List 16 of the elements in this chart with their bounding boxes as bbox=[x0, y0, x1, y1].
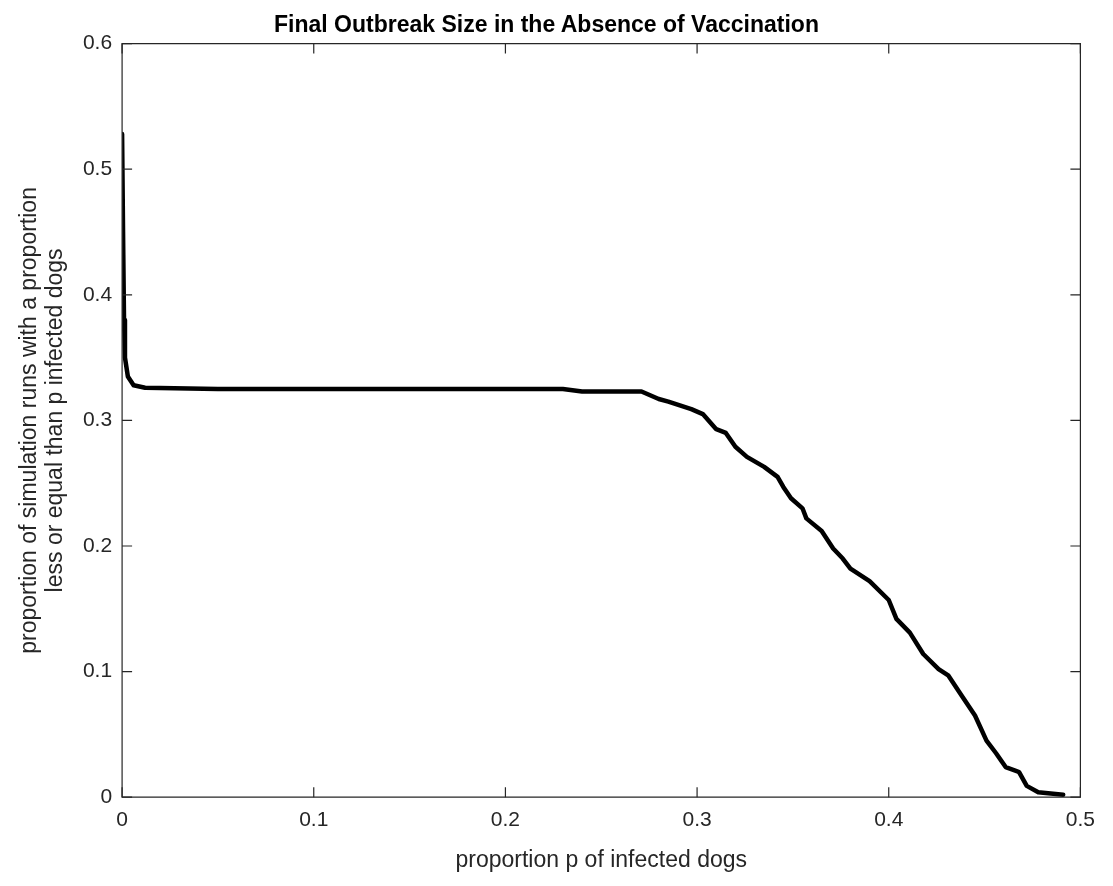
y-tick-label: 0.1 bbox=[82, 658, 113, 682]
y-tick-label: 0 bbox=[100, 784, 113, 807]
x-tick-label: 0.1 bbox=[299, 806, 329, 830]
y-tick-label: 0.2 bbox=[82, 532, 113, 556]
y-tick-label: 0.4 bbox=[82, 281, 113, 305]
y-axis-title: proportion of simulation runs with a proportion less or equal than p infected dogs bbox=[14, 187, 68, 654]
x-tick-label: 0.4 bbox=[874, 806, 904, 830]
x-tick-label: 0.2 bbox=[490, 806, 521, 830]
y-tick-label: 0.5 bbox=[82, 156, 113, 179]
x-tick-label: 0.3 bbox=[682, 806, 712, 830]
chart-title: Final Outbreak Size in the Absence of Vaccination bbox=[274, 11, 819, 38]
x-tick-label: 0.5 bbox=[1065, 806, 1096, 830]
x-axis-title: proportion p of infected dogs bbox=[455, 845, 748, 872]
y-tick-label: 0.3 bbox=[82, 407, 113, 431]
x-tick-label: 0 bbox=[116, 806, 128, 830]
y-tick-label: 0.6 bbox=[82, 30, 113, 54]
